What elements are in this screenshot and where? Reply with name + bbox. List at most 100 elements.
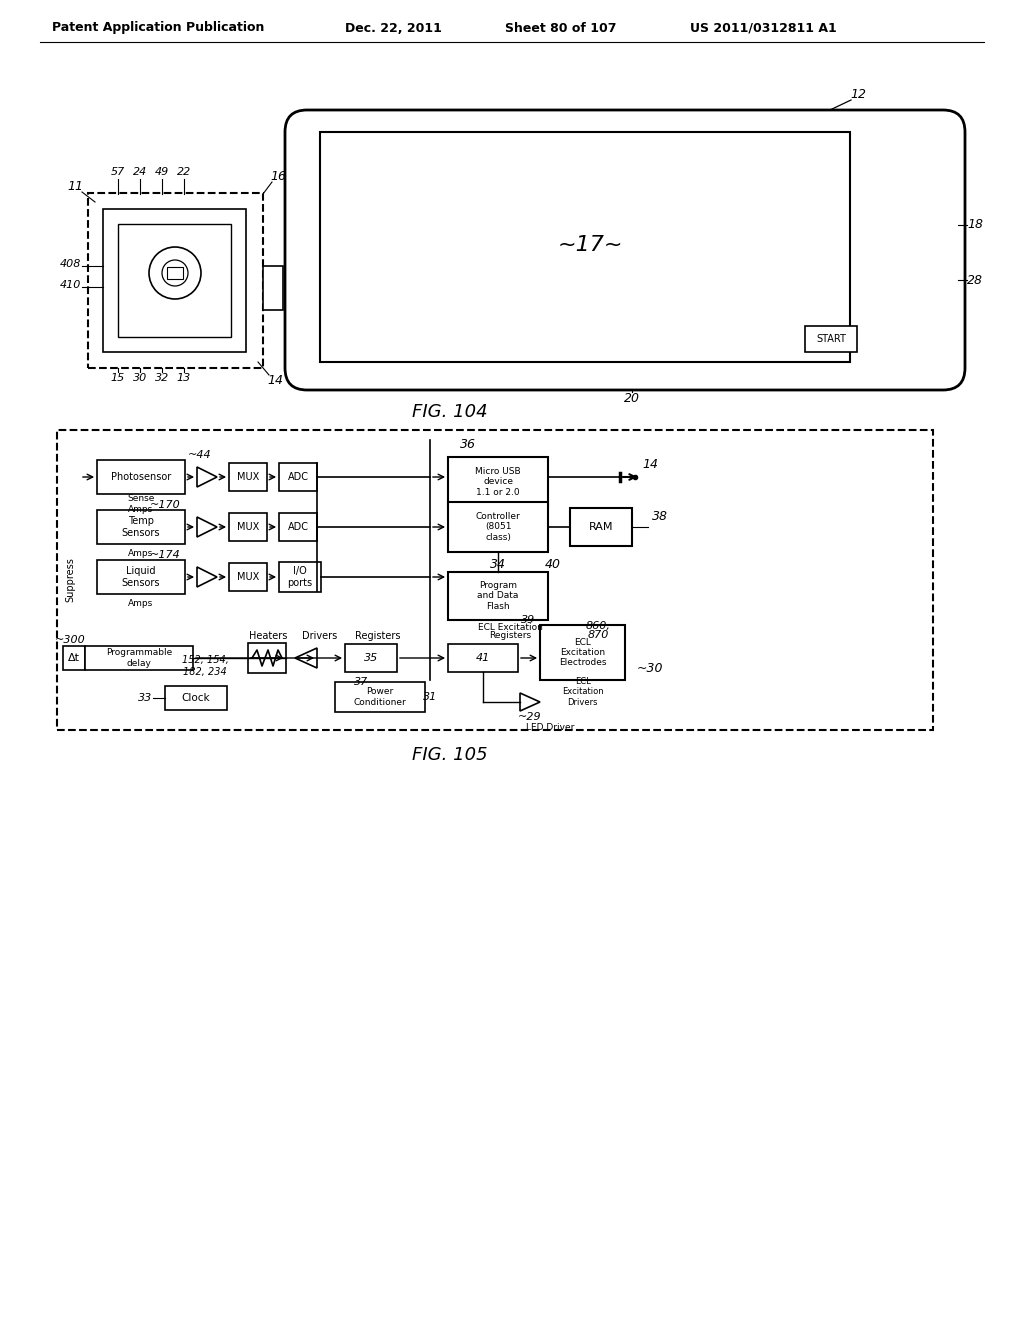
Text: 41: 41 — [476, 653, 490, 663]
Text: 860,: 860, — [586, 620, 610, 631]
Text: I/O
ports: I/O ports — [288, 566, 312, 587]
Text: 408: 408 — [59, 259, 81, 269]
FancyBboxPatch shape — [805, 326, 857, 352]
Text: Controller
(8051
class): Controller (8051 class) — [475, 512, 520, 543]
Text: 33: 33 — [138, 693, 153, 704]
Text: 12: 12 — [850, 88, 866, 102]
Text: Patent Application Publication: Patent Application Publication — [52, 21, 264, 34]
FancyBboxPatch shape — [345, 644, 397, 672]
FancyBboxPatch shape — [118, 224, 231, 337]
Text: 870: 870 — [588, 630, 608, 640]
FancyBboxPatch shape — [57, 430, 933, 730]
Text: 35: 35 — [364, 653, 378, 663]
Text: Dec. 22, 2011: Dec. 22, 2011 — [345, 21, 442, 34]
Text: ~17~: ~17~ — [557, 235, 623, 255]
Text: ~44: ~44 — [188, 450, 212, 459]
Text: Program
and Data
Flash: Program and Data Flash — [477, 581, 519, 611]
FancyBboxPatch shape — [88, 193, 263, 368]
Text: FIG. 104: FIG. 104 — [413, 403, 487, 421]
FancyBboxPatch shape — [103, 209, 246, 352]
Text: ECL Excitation: ECL Excitation — [477, 623, 543, 632]
Text: Drivers: Drivers — [302, 631, 338, 642]
Text: Suppress: Suppress — [65, 557, 75, 602]
Text: 57: 57 — [111, 168, 125, 177]
Text: Registers: Registers — [355, 631, 400, 642]
FancyBboxPatch shape — [319, 132, 850, 362]
Text: 20: 20 — [624, 392, 640, 404]
Text: 40: 40 — [545, 557, 561, 570]
Text: 24: 24 — [133, 168, 147, 177]
Text: Amps: Amps — [128, 598, 154, 607]
Text: ~170: ~170 — [150, 500, 180, 510]
Text: 39: 39 — [521, 615, 536, 624]
Text: Photosensor: Photosensor — [111, 473, 171, 482]
FancyBboxPatch shape — [279, 562, 321, 591]
FancyBboxPatch shape — [263, 267, 283, 310]
Text: MUX: MUX — [237, 473, 259, 482]
Text: ADC: ADC — [288, 473, 308, 482]
FancyBboxPatch shape — [540, 624, 625, 680]
Text: Power
Conditioner: Power Conditioner — [353, 688, 407, 706]
Text: US 2011/0312811 A1: US 2011/0312811 A1 — [690, 21, 837, 34]
Text: 30: 30 — [133, 374, 147, 383]
Text: 28: 28 — [967, 273, 983, 286]
FancyBboxPatch shape — [285, 110, 965, 389]
Text: Amps: Amps — [128, 549, 154, 557]
FancyBboxPatch shape — [229, 463, 267, 491]
Text: Sheet 80 of 107: Sheet 80 of 107 — [505, 21, 616, 34]
FancyBboxPatch shape — [85, 645, 193, 671]
FancyBboxPatch shape — [167, 267, 183, 279]
Text: 11: 11 — [67, 181, 83, 194]
Text: Temp
Sensors: Temp Sensors — [122, 516, 160, 537]
Text: MUX: MUX — [237, 521, 259, 532]
FancyBboxPatch shape — [229, 564, 267, 591]
Text: 152, 154,
182, 234: 152, 154, 182, 234 — [181, 655, 228, 677]
FancyBboxPatch shape — [248, 643, 286, 673]
Text: ~30: ~30 — [637, 661, 664, 675]
Text: ECL
Excitation
Electrodes: ECL Excitation Electrodes — [559, 638, 606, 668]
FancyBboxPatch shape — [97, 510, 185, 544]
Text: FIG. 105: FIG. 105 — [413, 746, 487, 764]
FancyBboxPatch shape — [229, 513, 267, 541]
Text: 49: 49 — [155, 168, 169, 177]
Text: 32: 32 — [155, 374, 169, 383]
Text: ~29: ~29 — [518, 711, 542, 722]
FancyBboxPatch shape — [97, 459, 185, 494]
Text: 13: 13 — [177, 374, 191, 383]
Text: START: START — [816, 334, 846, 345]
FancyBboxPatch shape — [449, 572, 548, 620]
FancyBboxPatch shape — [335, 682, 425, 711]
Text: 14: 14 — [267, 374, 283, 387]
Text: ADC: ADC — [288, 521, 308, 532]
Text: 36: 36 — [460, 438, 476, 451]
FancyBboxPatch shape — [570, 508, 632, 546]
Text: Registers: Registers — [488, 631, 531, 640]
FancyBboxPatch shape — [63, 645, 85, 671]
FancyBboxPatch shape — [449, 457, 548, 507]
Text: 14: 14 — [642, 458, 658, 471]
FancyBboxPatch shape — [279, 463, 317, 491]
Text: RAM: RAM — [589, 521, 613, 532]
Text: 37: 37 — [354, 677, 368, 686]
Text: LED Driver: LED Driver — [525, 722, 574, 731]
Text: 31: 31 — [423, 692, 437, 702]
Text: Programmable
delay: Programmable delay — [105, 648, 172, 668]
FancyBboxPatch shape — [449, 502, 548, 552]
Text: Heaters: Heaters — [249, 631, 287, 642]
FancyBboxPatch shape — [97, 560, 185, 594]
Text: Micro USB
device
1.1 or 2.0: Micro USB device 1.1 or 2.0 — [475, 467, 521, 496]
FancyBboxPatch shape — [449, 644, 518, 672]
Text: 18: 18 — [967, 219, 983, 231]
Text: Liquid
Sensors: Liquid Sensors — [122, 566, 160, 587]
Text: 16: 16 — [270, 170, 286, 183]
Text: 34: 34 — [490, 557, 506, 570]
Text: Clock: Clock — [181, 693, 210, 704]
Text: MUX: MUX — [237, 572, 259, 582]
FancyBboxPatch shape — [165, 686, 227, 710]
Text: ~300: ~300 — [54, 635, 85, 645]
FancyBboxPatch shape — [279, 513, 317, 541]
Text: ~174: ~174 — [150, 550, 180, 560]
Text: 410: 410 — [59, 280, 81, 290]
Text: Δt: Δt — [68, 653, 80, 663]
Text: Sense
Amps: Sense Amps — [127, 494, 155, 513]
